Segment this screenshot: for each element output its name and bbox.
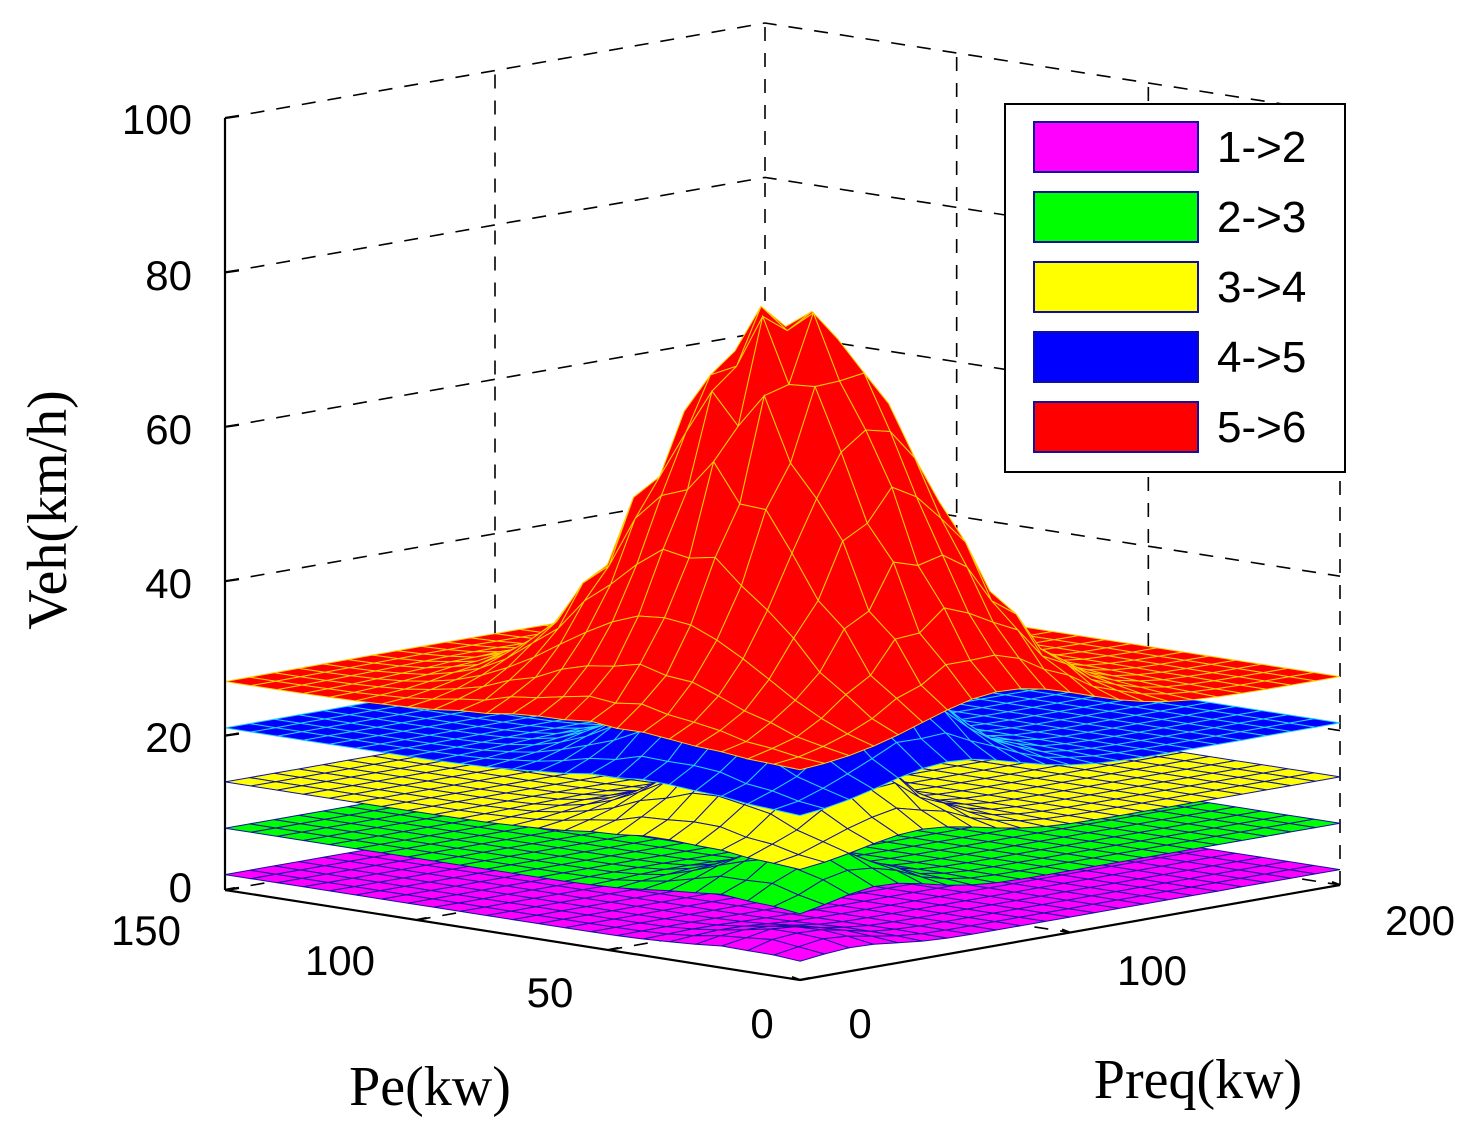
surfaces [224, 305, 1341, 962]
z-tick-label: 20 [145, 714, 192, 761]
surface-facet [773, 756, 825, 771]
legend-label: 4->5 [1217, 333, 1306, 382]
pe-tick [799, 976, 811, 982]
preq-tick [1061, 928, 1071, 934]
legend-swatch [1033, 331, 1199, 383]
z-tick [224, 423, 240, 428]
pe-tick-label: 150 [111, 907, 181, 954]
surface-facet [772, 894, 826, 915]
z-tick-label: 80 [145, 252, 192, 299]
pe-axis-ticks: 150 100 50 0 [111, 907, 774, 1047]
z-tick [224, 269, 240, 274]
legend: 1->2 2->3 3->4 4->5 5->6 [1004, 103, 1346, 473]
z-axis-ticks: 0 20 40 60 80 100 [122, 96, 192, 911]
z-tick-label: 40 [145, 560, 192, 607]
surface-facet [772, 946, 827, 962]
pe-tick-label: 0 [750, 1000, 773, 1047]
z-tick-label: 0 [169, 864, 192, 911]
legend-label: 1->2 [1217, 123, 1306, 172]
legend-swatch [1033, 401, 1199, 453]
z-tick [224, 578, 240, 583]
pe-tick [608, 946, 619, 952]
preq-tick [1331, 880, 1341, 887]
preq-axis-ticks: 0 100 200 [848, 897, 1455, 1047]
grid-line [224, 22, 1341, 119]
legend-label: 2->3 [1217, 193, 1306, 242]
preq-tick-label: 200 [1385, 897, 1455, 944]
z-tick [224, 732, 240, 737]
pe-tick-label: 100 [305, 937, 375, 984]
z-tick-label: 100 [122, 96, 192, 143]
preq-tick [791, 975, 801, 982]
legend-label: 3->4 [1217, 263, 1306, 312]
legend-swatch [1033, 261, 1199, 313]
preq-tick-label: 100 [1117, 947, 1187, 994]
legend-swatch [1033, 121, 1199, 173]
legend-label: 5->6 [1217, 403, 1306, 452]
z-tick-label: 60 [145, 406, 192, 453]
preq-axis-label: Preq(kw) [1094, 1049, 1302, 1111]
pe-axis-label: Pe(kw) [349, 1056, 511, 1118]
surface-5->6 [224, 305, 1341, 771]
pe-tick [416, 916, 427, 922]
z-tick [224, 114, 240, 120]
axes [223, 114, 1341, 982]
legend-swatch [1033, 191, 1199, 243]
pe-tick-label: 50 [527, 969, 574, 1016]
pe-tick [224, 886, 236, 892]
preq-tick-label: 0 [848, 1000, 871, 1047]
pe-axis-line [224, 888, 801, 982]
surface-facet [772, 800, 827, 817]
surface-facet [772, 854, 827, 871]
z-axis-label: Veh(km/h) [17, 390, 79, 630]
